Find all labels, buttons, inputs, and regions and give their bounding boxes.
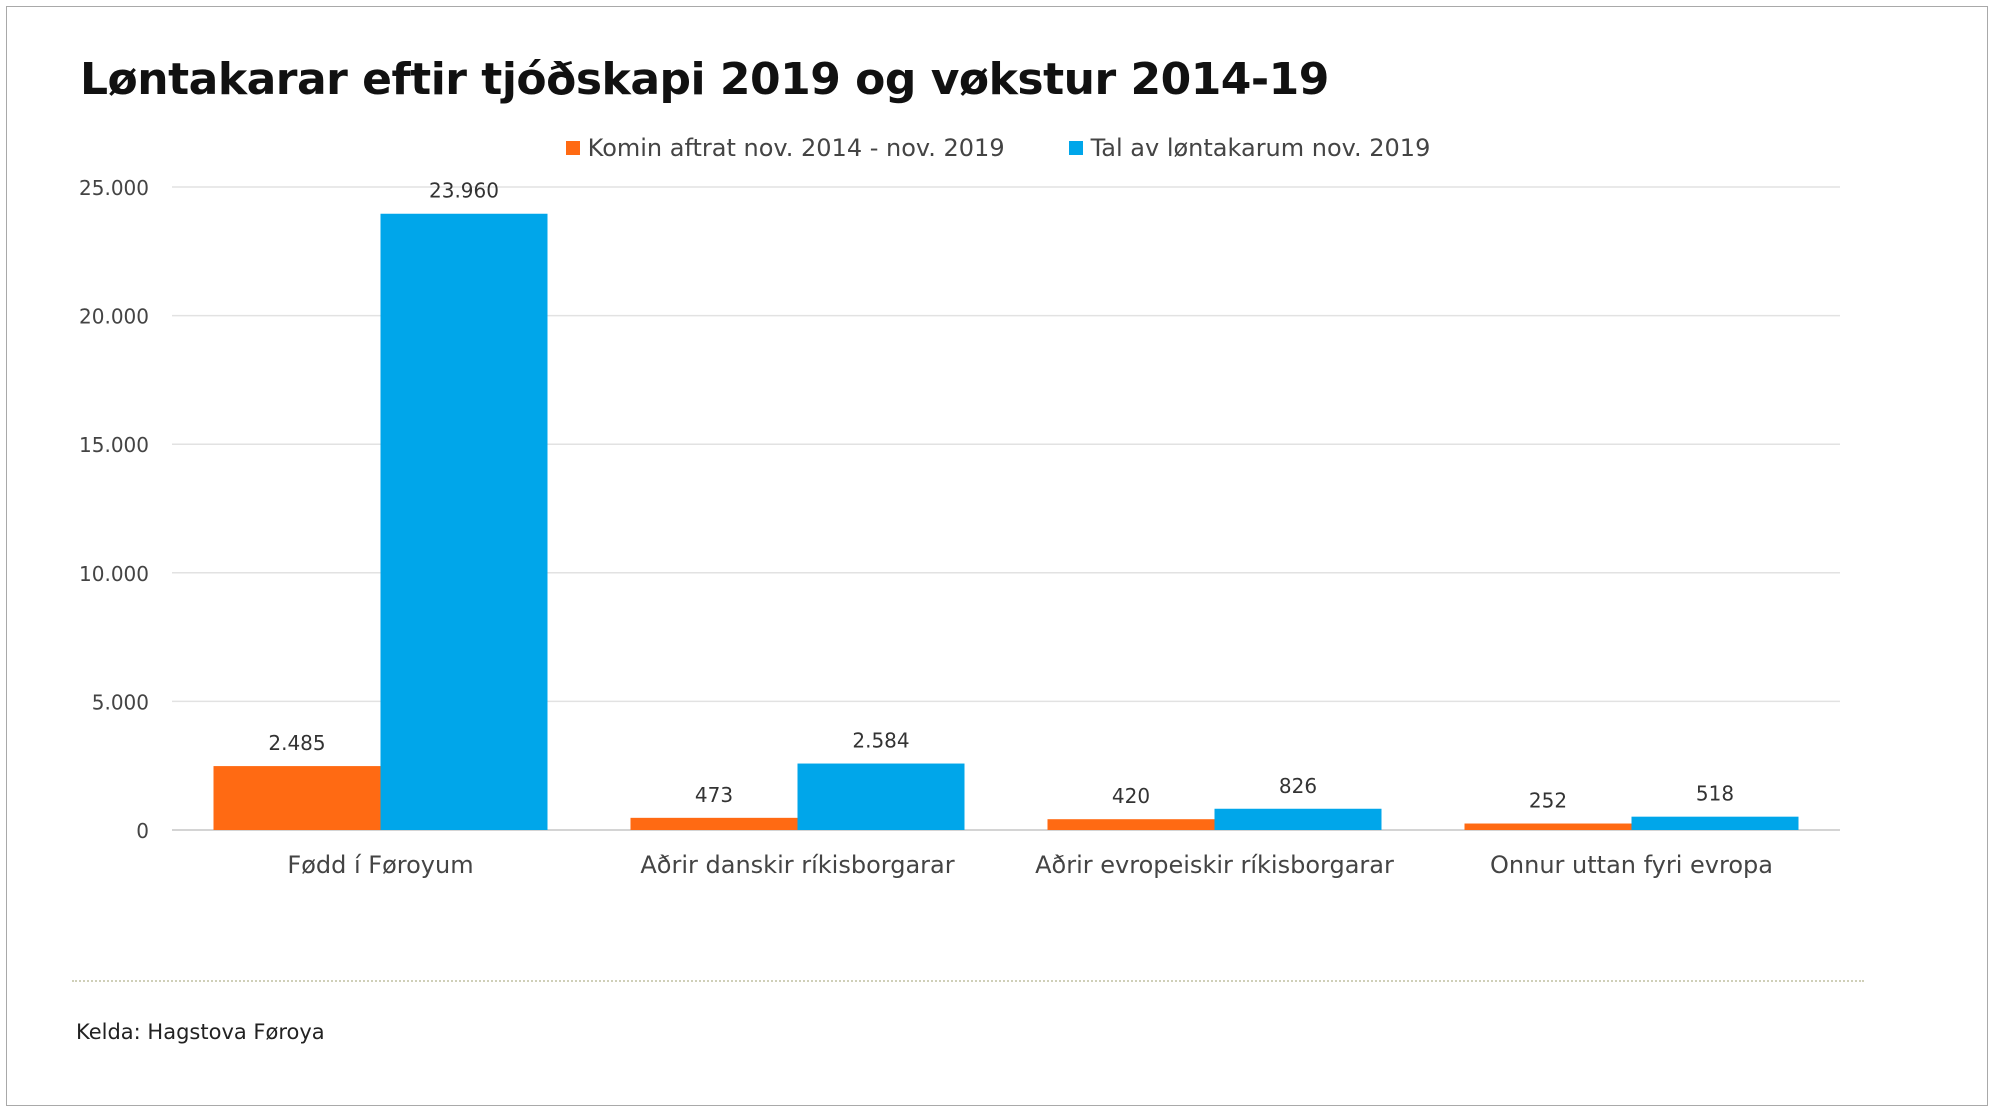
legend-swatch-blue — [1068, 141, 1083, 155]
bar — [380, 213, 548, 831]
bar — [1047, 819, 1215, 830]
data-label: 252 — [1529, 789, 1567, 813]
bar — [630, 817, 798, 830]
data-label: 518 — [1696, 782, 1734, 806]
chart-legend: Komin aftrat nov. 2014 - nov. 2019 Tal a… — [0, 134, 1996, 162]
data-label: 826 — [1279, 774, 1317, 798]
data-label: 473 — [695, 783, 733, 807]
bar — [1214, 808, 1382, 830]
y-tick-label: 10.000 — [79, 562, 149, 586]
bar — [213, 766, 381, 830]
bar — [1631, 816, 1799, 830]
x-category-label: Aðrir evropeiskir ríkisborgarar — [1035, 851, 1394, 879]
x-category-label: Fødd í Føroyum — [287, 851, 473, 879]
x-category-label: Onnur uttan fyri evropa — [1490, 851, 1773, 879]
legend-swatch-orange — [565, 141, 580, 155]
legend-item-added: Komin aftrat nov. 2014 - nov. 2019 — [565, 134, 1005, 162]
legend-item-total: Tal av løntakarum nov. 2019 — [1068, 134, 1431, 162]
chart-frame — [6, 6, 1988, 1106]
bar — [797, 763, 965, 830]
y-tick-label: 5.000 — [92, 690, 149, 714]
bar — [1464, 823, 1632, 830]
chart-title: Løntakarar eftir tjóðskapi 2019 og vøkst… — [80, 54, 1329, 105]
y-tick-label: 15.000 — [79, 433, 149, 457]
x-category-label: Aðrir danskir ríkisborgarar — [640, 851, 954, 879]
source-note: Kelda: Hagstova Føroya — [76, 1020, 325, 1044]
footer-separator — [72, 980, 1864, 982]
data-label: 2.485 — [268, 731, 325, 755]
y-tick-label: 0 — [136, 819, 149, 843]
y-tick-label: 20.000 — [79, 305, 149, 329]
data-label: 2.584 — [852, 729, 909, 753]
legend-label-total: Tal av løntakarum nov. 2019 — [1090, 134, 1431, 162]
data-label: 420 — [1112, 784, 1150, 808]
data-label: 23.960 — [429, 179, 499, 203]
y-tick-label: 25.000 — [79, 176, 149, 200]
legend-label-added: Komin aftrat nov. 2014 - nov. 2019 — [587, 134, 1005, 162]
